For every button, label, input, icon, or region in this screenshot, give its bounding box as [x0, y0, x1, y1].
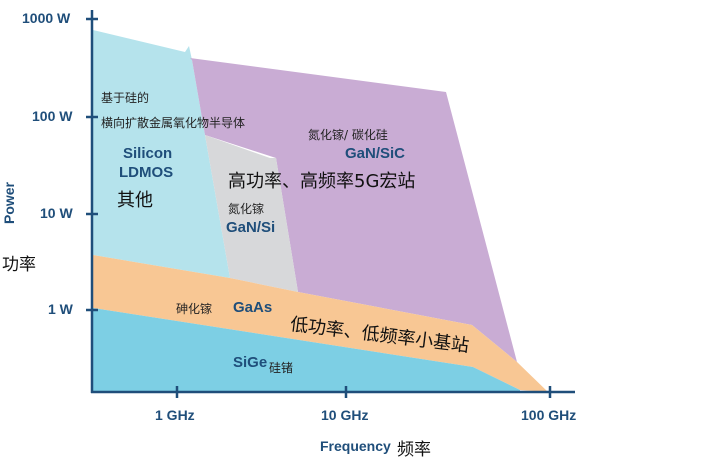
region-gaas — [93, 255, 548, 392]
annotation-high: 高功率、高频率5G宏站 — [228, 171, 416, 192]
x-axis-title: Frequency — [320, 438, 391, 454]
ldmos-en-2: LDMOS — [119, 164, 174, 181]
region-sige — [93, 308, 520, 392]
gan-si-zh: 氮化镓 — [228, 202, 265, 216]
x-axis-title-zh: 频率 — [397, 440, 431, 460]
x-tick-label: 1 GHz — [155, 407, 195, 423]
sige-zh: 硅锗 — [269, 361, 294, 375]
ldmos-zh-extra: 其他 — [117, 190, 153, 211]
y-tick-label: 1000 W — [22, 10, 71, 26]
x-tick-label: 10 GHz — [321, 407, 369, 423]
ldmos-zh-2: 横向扩散金属氧化物半导体 — [101, 116, 246, 130]
x-tick-label: 100 GHz — [521, 407, 577, 423]
gaas-zh: 砷化镓 — [176, 302, 213, 316]
y-tick-label: 1 W — [48, 301, 73, 317]
sige-en: SiGe — [233, 354, 268, 371]
gan-sic-zh: 氮化镓/ 碳化硅 — [308, 128, 388, 142]
y-tick-label: 10 W — [40, 205, 73, 221]
y-axis-title-zh: 功率 — [2, 255, 36, 275]
gan-sic-en: GaN/SiC — [345, 145, 406, 162]
region-ldmos — [93, 30, 230, 278]
y-tick-label: 100 W — [32, 108, 73, 124]
gan-si-en: GaN/Si — [226, 219, 276, 236]
region-gan-sic — [190, 58, 517, 362]
ldmos-en-1: Silicon — [123, 145, 173, 162]
region-gan-si — [205, 135, 298, 292]
ldmos-zh-1: 基于硅的 — [101, 91, 150, 105]
y-axis-title: Power — [1, 181, 18, 225]
gaas-en: GaAs — [233, 299, 273, 316]
